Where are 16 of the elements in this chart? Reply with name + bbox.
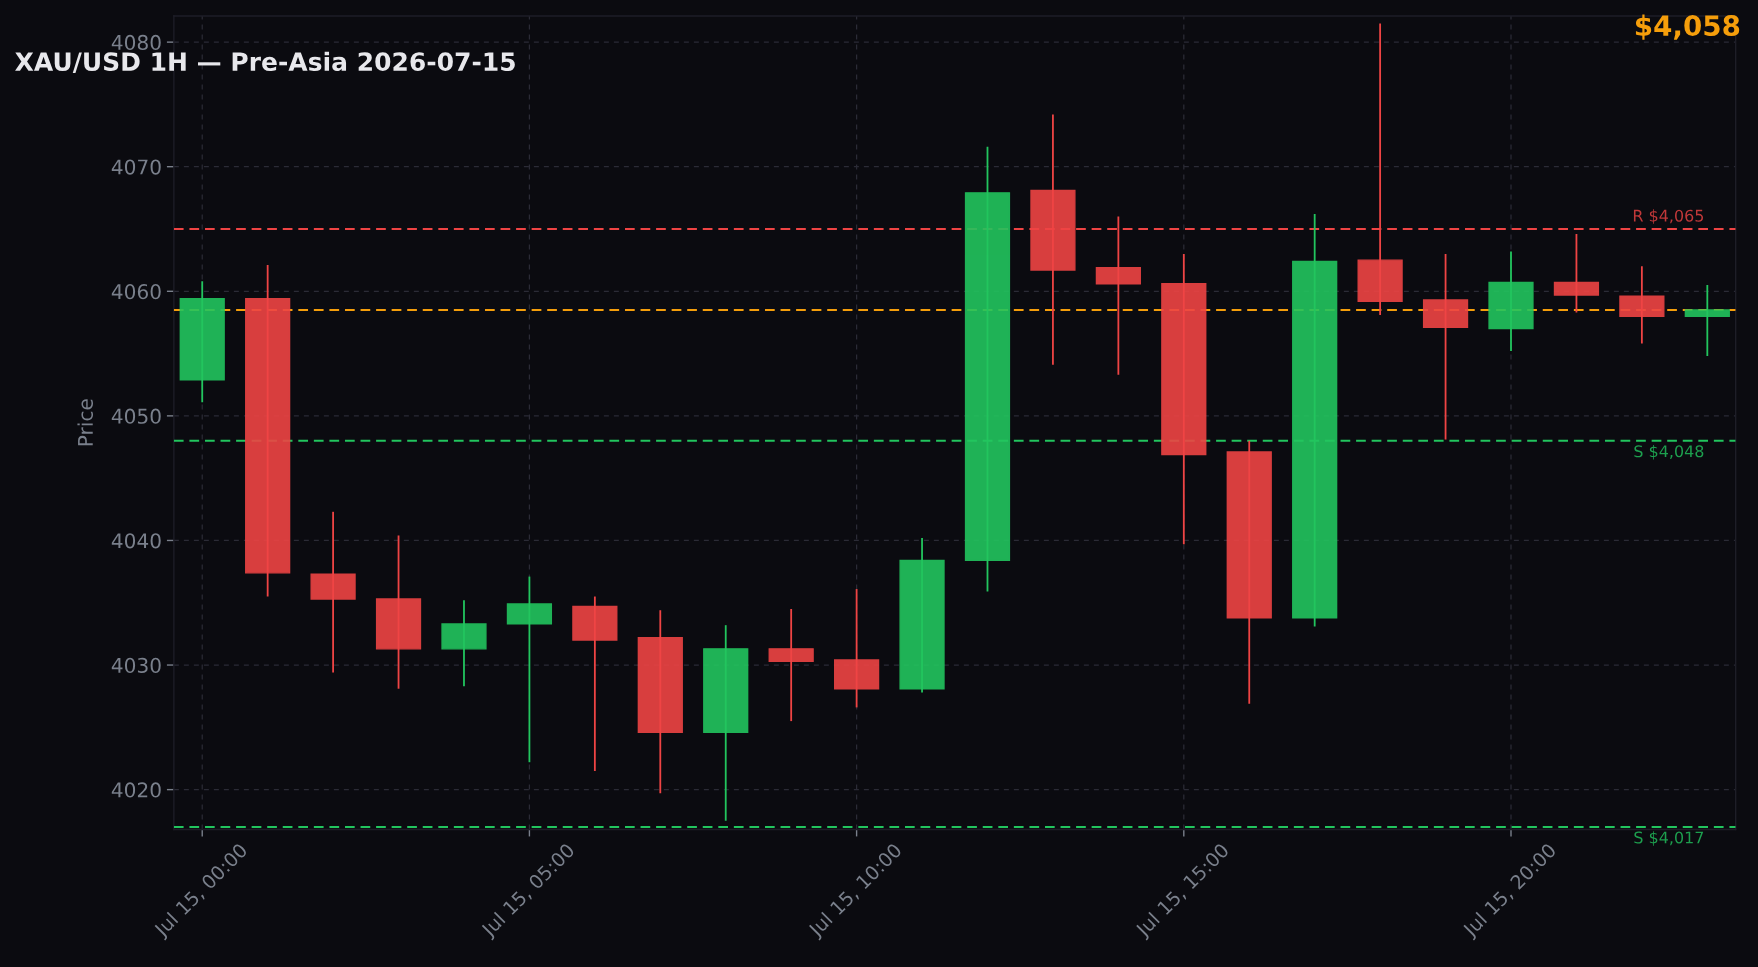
- y-tick-label: 4030: [111, 657, 161, 673]
- y-tick-label: 4080: [111, 34, 161, 51]
- ref-line-label: R $4,065: [1633, 209, 1704, 224]
- ref-line-label: S $4,017: [1634, 831, 1704, 846]
- y-tick-label: 4070: [111, 159, 161, 175]
- annotation: $4,058: [1635, 14, 1740, 40]
- y-tick-label: 4020: [111, 782, 161, 798]
- candlestick: [768, 608, 814, 723]
- y-axis-title: Price: [77, 399, 94, 446]
- text: XAU/USD 1H — Pre-Asia 2026-07-15: [15, 51, 515, 74]
- candlestick: [1684, 284, 1730, 357]
- candlestick: [506, 575, 553, 764]
- y-tick-label: 4050: [111, 408, 161, 424]
- y-tick-label: 4040: [111, 533, 161, 549]
- ref-line-label: S $4,048: [1634, 444, 1704, 460]
- y-tick-label: 4060: [111, 283, 161, 300]
